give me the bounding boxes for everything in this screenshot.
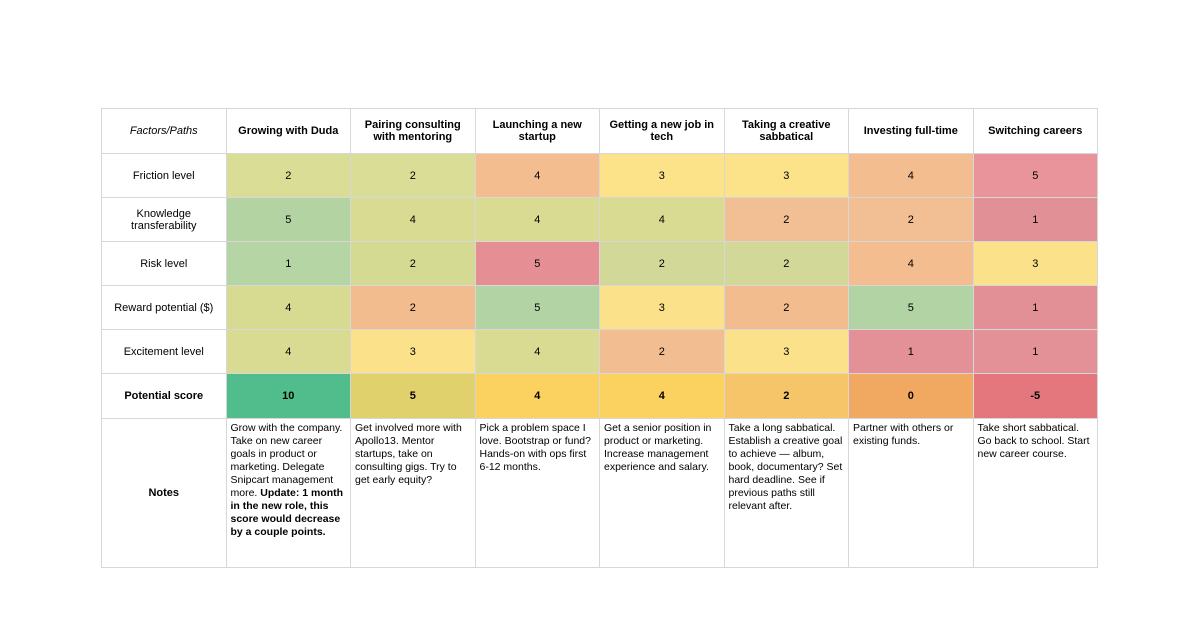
score-cell: 4	[474, 373, 600, 419]
matrix-cell: 3	[723, 329, 849, 374]
row-friction-level: Friction level 2 2 4 3 3 4 5	[101, 153, 1098, 198]
matrix-cell: 2	[599, 329, 725, 374]
matrix-cell: 2	[350, 153, 476, 198]
note-cell: Grow with the company. Take on new caree…	[225, 418, 351, 568]
row-label: Excitement level	[101, 329, 227, 374]
note-cell: Get involved more with Apollo13. Mentor …	[350, 418, 476, 568]
note-text-bold: Update: 1 month in the new role, this sc…	[230, 487, 344, 538]
note-text: Grow with the company. Take on new caree…	[230, 422, 343, 499]
row-reward-potential: Reward potential ($) 4 2 5 3 2 5 1	[101, 285, 1098, 330]
matrix-cell: 1	[848, 329, 974, 374]
matrix-cell: 2	[225, 153, 351, 198]
matrix-cell: 2	[723, 197, 849, 242]
score-cell: -5	[972, 373, 1098, 419]
matrix-cell: 3	[599, 153, 725, 198]
note-text: Get a senior position in product or mark…	[604, 422, 712, 473]
matrix-cell: 1	[972, 285, 1098, 330]
note-cell: Take short sabbatical. Go back to school…	[972, 418, 1098, 568]
column-header-growing-with-duda: Growing with Duda	[225, 108, 351, 154]
matrix-cell: 4	[848, 241, 974, 286]
column-header-new-job-tech: Getting a new job in tech	[599, 108, 725, 154]
row-potential-score: Potential score 10 5 4 4 2 0 -5	[101, 373, 1098, 419]
matrix-cell: 4	[474, 329, 600, 374]
matrix-cell: 3	[599, 285, 725, 330]
corner-header: Factors/Paths	[101, 108, 227, 154]
row-label: Notes	[101, 418, 227, 568]
matrix-cell: 3	[723, 153, 849, 198]
matrix-cell: 1	[225, 241, 351, 286]
note-cell: Partner with others or existing funds.	[848, 418, 974, 568]
note-text: Pick a problem space I love. Bootstrap o…	[479, 422, 592, 473]
matrix-cell: 3	[350, 329, 476, 374]
matrix-cell: 4	[225, 285, 351, 330]
row-knowledge-transferability: Knowledge transferability 5 4 4 4 2 2 1	[101, 197, 1098, 242]
matrix-cell: 2	[848, 197, 974, 242]
note-cell: Take a long sabbatical. Establish a crea…	[723, 418, 849, 568]
note-text: Take short sabbatical. Go back to school…	[977, 422, 1090, 460]
matrix-cell: 4	[599, 197, 725, 242]
matrix-cell: 2	[350, 285, 476, 330]
matrix-cell: 2	[723, 241, 849, 286]
matrix-cell: 2	[350, 241, 476, 286]
matrix-cell: 4	[474, 153, 600, 198]
matrix-cell: 2	[599, 241, 725, 286]
note-text: Take a long sabbatical. Establish a crea…	[728, 422, 843, 512]
matrix-cell: 4	[350, 197, 476, 242]
note-text: Get involved more with Apollo13. Mentor …	[355, 422, 462, 486]
row-label: Knowledge transferability	[101, 197, 227, 242]
matrix-cell: 2	[723, 285, 849, 330]
score-cell: 4	[599, 373, 725, 419]
row-label: Friction level	[101, 153, 227, 198]
note-text: Partner with others or existing funds.	[853, 422, 954, 447]
row-label: Potential score	[101, 373, 227, 419]
note-cell: Pick a problem space I love. Bootstrap o…	[474, 418, 600, 568]
matrix-cell: 5	[474, 285, 600, 330]
score-cell: 0	[848, 373, 974, 419]
note-cell: Get a senior position in product or mark…	[599, 418, 725, 568]
score-cell: 5	[350, 373, 476, 419]
matrix-cell: 1	[972, 329, 1098, 374]
matrix-cell: 3	[972, 241, 1098, 286]
column-header-switching-careers: Switching careers	[972, 108, 1098, 154]
column-header-pairing-consulting: Pairing consulting with mentoring	[350, 108, 476, 154]
matrix-cell: 4	[474, 197, 600, 242]
row-label: Reward potential ($)	[101, 285, 227, 330]
row-label: Risk level	[101, 241, 227, 286]
row-excitement-level: Excitement level 4 3 4 2 3 1 1	[101, 329, 1098, 374]
score-cell: 10	[225, 373, 351, 419]
header-row: Factors/Paths Growing with Duda Pairing …	[101, 108, 1098, 154]
matrix-cell: 4	[225, 329, 351, 374]
matrix-cell: 5	[225, 197, 351, 242]
column-header-investing-full-time: Investing full-time	[848, 108, 974, 154]
matrix-cell: 4	[848, 153, 974, 198]
decision-matrix-table: Factors/Paths Growing with Duda Pairing …	[101, 108, 1098, 568]
row-risk-level: Risk level 1 2 5 2 2 4 3	[101, 241, 1098, 286]
column-header-creative-sabbatical: Taking a creative sabbatical	[723, 108, 849, 154]
matrix-cell: 1	[972, 197, 1098, 242]
column-header-launching-startup: Launching a new startup	[474, 108, 600, 154]
score-cell: 2	[723, 373, 849, 419]
matrix-cell: 5	[848, 285, 974, 330]
matrix-cell: 5	[474, 241, 600, 286]
matrix-cell: 5	[972, 153, 1098, 198]
row-notes: Notes Grow with the company. Take on new…	[101, 418, 1098, 568]
